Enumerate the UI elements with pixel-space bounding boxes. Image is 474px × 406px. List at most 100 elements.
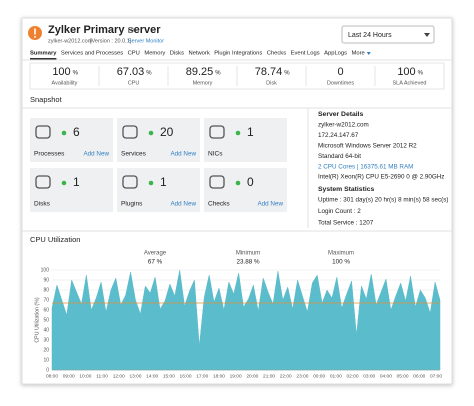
y-tick-label: 0 bbox=[46, 367, 49, 373]
x-tick-label: 15:00 bbox=[163, 373, 175, 379]
stat-value: 100 bbox=[52, 66, 70, 78]
tab[interactable]: Disks bbox=[170, 51, 184, 57]
x-tick-label: 22:00 bbox=[280, 373, 292, 379]
cpu-area bbox=[51, 269, 441, 371]
tile-label: NICs bbox=[208, 151, 223, 158]
tile bbox=[204, 168, 287, 212]
tab-underline bbox=[30, 58, 57, 60]
tile bbox=[30, 168, 113, 212]
detail-line: 2 CPU Cores | 16375.61 MB RAM bbox=[318, 163, 413, 170]
y-tick-label: 20 bbox=[43, 347, 49, 353]
time-dropdown[interactable] bbox=[341, 25, 435, 44]
status-dot bbox=[235, 130, 241, 136]
status-dot bbox=[235, 180, 241, 186]
stats-title: System Statistics bbox=[318, 186, 375, 193]
stat-label: Availability bbox=[52, 80, 78, 86]
tile-label: Disks bbox=[34, 201, 51, 208]
x-tick-label: 04:00 bbox=[380, 373, 392, 379]
tile-icon bbox=[122, 175, 138, 189]
tile-count: 0 bbox=[247, 175, 254, 189]
chart-title: CPU Utilization bbox=[30, 235, 80, 244]
x-tick-label: 10:00 bbox=[79, 373, 91, 379]
tab[interactable]: Event Logs bbox=[291, 51, 320, 57]
x-tick-label: 00:00 bbox=[313, 373, 325, 379]
time-range[interactable]: Last 24 Hours bbox=[348, 32, 392, 39]
tile-action[interactable]: Add New bbox=[170, 201, 196, 208]
y-tick-label: 10 bbox=[43, 357, 49, 363]
summary-value: 23.88 % bbox=[236, 259, 260, 266]
tab[interactable]: CPU bbox=[128, 51, 140, 57]
stat-label: CPU bbox=[128, 80, 140, 86]
tile bbox=[30, 118, 113, 162]
detail-line: Standard 64-bit bbox=[318, 153, 361, 160]
x-tick-label: 21:00 bbox=[263, 373, 275, 379]
x-tick-label: 19:00 bbox=[230, 373, 242, 379]
x-tick-label: 12:00 bbox=[113, 373, 125, 379]
detail-line: Intel(R) Xeon(R) CPU E5-2690 0 @ 2.90GHz bbox=[318, 174, 444, 181]
version: [Version : 20.0.1] bbox=[90, 38, 132, 44]
tab[interactable]: Memory bbox=[144, 51, 165, 57]
status-dot bbox=[148, 180, 154, 186]
tile bbox=[204, 118, 287, 162]
tile-action[interactable]: Add New bbox=[83, 151, 109, 158]
tab[interactable]: AppLogs bbox=[324, 51, 347, 57]
tile-action[interactable]: Add New bbox=[170, 151, 196, 158]
detail-line: zylker-w2012.com bbox=[318, 122, 369, 129]
tile bbox=[117, 168, 200, 212]
stat-value: 78.74 bbox=[255, 66, 283, 78]
x-tick-label: 14:00 bbox=[146, 373, 158, 379]
x-tick-label: 07:00 bbox=[430, 373, 442, 379]
summary-label: Maximum bbox=[328, 251, 354, 257]
tile bbox=[117, 118, 200, 162]
stat-label: SLA Achieved bbox=[393, 80, 427, 86]
title: Zylker Primary server bbox=[48, 24, 161, 36]
tile-icon bbox=[122, 125, 138, 139]
tile-count: 6 bbox=[73, 125, 80, 139]
tab[interactable]: Plugin Integrations bbox=[214, 51, 262, 57]
tile-action[interactable]: Add New bbox=[257, 201, 283, 208]
tile-label: Checks bbox=[208, 201, 230, 208]
snapshot-title: Snapshot bbox=[30, 95, 63, 104]
y-tick-label: 80 bbox=[43, 287, 49, 293]
x-tick-label: 06:00 bbox=[413, 373, 425, 379]
x-tick-label: 20:00 bbox=[246, 373, 258, 379]
stat-label: Disk bbox=[266, 80, 277, 86]
x-tick-label: 03:00 bbox=[363, 373, 375, 379]
tab[interactable]: Summary bbox=[30, 51, 57, 57]
stat-line: Uptime : 301 day(s) 20 hr(s) 8 min(s) 58… bbox=[318, 197, 449, 204]
stat-line: Total Service : 1207 bbox=[318, 220, 374, 227]
details-title: Server Details bbox=[318, 111, 364, 118]
x-tick-label: 17:00 bbox=[196, 373, 208, 379]
x-tick-label: 09:00 bbox=[63, 373, 75, 379]
x-tick-label: 01:00 bbox=[330, 373, 342, 379]
stat-unit: % bbox=[73, 71, 79, 77]
detail-line: 172.24.147.67 bbox=[318, 132, 359, 139]
refresh-icon[interactable] bbox=[127, 26, 134, 33]
x-tick-label: 16:00 bbox=[180, 373, 192, 379]
stat-label: Memory bbox=[193, 80, 213, 86]
tab[interactable]: Services and Processes bbox=[61, 51, 123, 57]
tab[interactable]: Checks bbox=[267, 51, 286, 57]
monitor-type[interactable]: Server Monitor bbox=[128, 38, 164, 44]
x-tick-label: 02:00 bbox=[347, 373, 359, 379]
stat-line: Login Count : 2 bbox=[318, 208, 361, 215]
stat-value: 100 bbox=[397, 66, 415, 78]
more-arrow bbox=[366, 52, 371, 55]
stat-value: 0 bbox=[337, 66, 343, 78]
tile-icon bbox=[209, 175, 225, 189]
tab[interactable]: Network bbox=[188, 51, 209, 57]
tab[interactable]: More bbox=[352, 51, 365, 57]
tile-count: 1 bbox=[247, 125, 254, 139]
x-tick-label: 23:00 bbox=[296, 373, 308, 379]
stat-unit: % bbox=[215, 71, 221, 77]
stat-value: 89.25 bbox=[186, 66, 214, 78]
stat-unit: % bbox=[284, 71, 290, 77]
summary-value: 100 % bbox=[332, 259, 350, 266]
y-tick-label: 70 bbox=[43, 297, 49, 303]
y-tick-label: 50 bbox=[43, 317, 49, 323]
tile-label: Processes bbox=[34, 151, 65, 158]
tile-count: 1 bbox=[73, 175, 80, 189]
status-dot bbox=[61, 130, 67, 136]
